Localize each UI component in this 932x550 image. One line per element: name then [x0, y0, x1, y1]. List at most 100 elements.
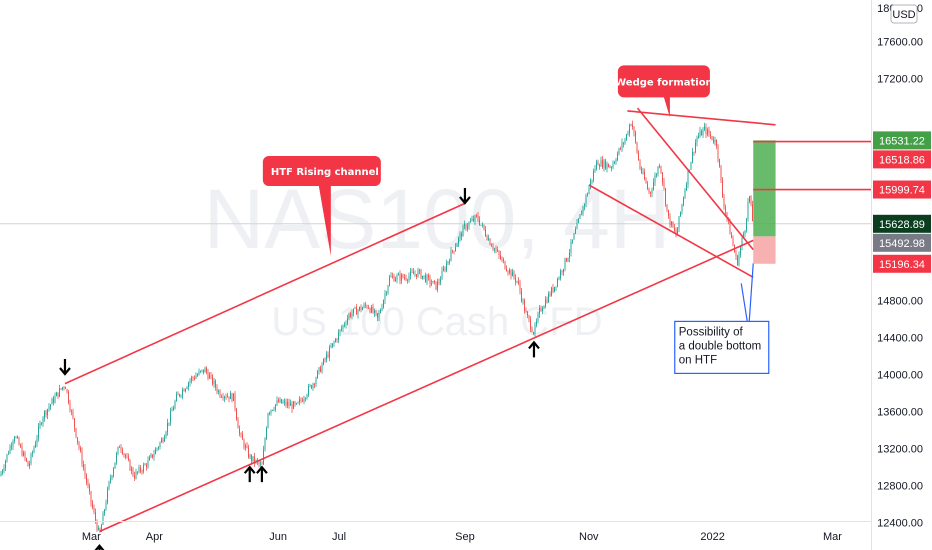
price-label-box	[873, 150, 931, 169]
candle-body	[381, 307, 383, 311]
candle-body	[414, 274, 416, 276]
arrow-up-icon	[94, 544, 105, 550]
candle-body	[203, 369, 204, 373]
candle-body	[108, 481, 110, 489]
candle-body	[567, 258, 569, 262]
candle-body	[71, 410, 72, 412]
candle-body	[116, 453, 117, 463]
candle-body	[267, 413, 269, 428]
candle-body	[662, 172, 663, 183]
candle-body	[455, 247, 456, 252]
candle-body	[3, 467, 5, 471]
candle-body	[527, 312, 528, 316]
candle-body	[576, 222, 578, 230]
candle-body	[557, 279, 558, 287]
candle-body	[192, 377, 194, 379]
currency-badge[interactable]: USD	[890, 4, 918, 24]
candle-body	[488, 238, 489, 240]
candle-body	[363, 304, 365, 308]
x-tick-label: Mar	[823, 531, 842, 543]
arrow-up-icon	[528, 340, 540, 358]
candle-body	[522, 300, 524, 302]
long-position-tool[interactable]	[753, 140, 776, 264]
x-tick-label: Nov	[579, 531, 599, 543]
candle-body	[359, 306, 360, 311]
candle-body	[273, 409, 275, 411]
candle-body	[345, 323, 347, 325]
candle-body	[86, 475, 87, 483]
channel-lines[interactable]	[64, 107, 871, 533]
candle-body	[699, 130, 701, 137]
candle-body	[102, 513, 104, 525]
annotations[interactable]: HTF Rising channel Wedge formation Possibi…	[262, 65, 770, 374]
candle-body	[465, 224, 467, 229]
candle-body	[327, 354, 329, 358]
candle-body	[459, 233, 461, 238]
candle-body	[407, 279, 408, 281]
candle-body	[276, 400, 278, 405]
candle-body	[464, 224, 465, 227]
trend-line	[99, 239, 754, 533]
candle-body	[674, 227, 675, 231]
candle-body	[444, 268, 446, 271]
candle-body	[269, 412, 270, 414]
candle-body	[198, 371, 200, 375]
candle-body	[93, 507, 95, 513]
candle-body	[299, 399, 300, 402]
candle-body	[213, 380, 215, 385]
price-axis[interactable]: 12400.00 12800.00 13200.00 13600.00 14000.00…	[871, 0, 924, 550]
x-tick-label: Sep	[455, 531, 475, 543]
candle-body	[582, 206, 584, 215]
candle-body	[323, 358, 324, 365]
candle-body	[188, 382, 189, 388]
candle-body	[564, 258, 566, 270]
candle-body	[302, 400, 303, 402]
y-tick-label: 17600.00	[877, 37, 923, 49]
candle-body	[248, 447, 249, 458]
candle-body	[473, 218, 474, 221]
candle-body	[600, 160, 602, 167]
candle-body	[371, 306, 372, 313]
candle-body	[21, 446, 23, 456]
candle-body	[549, 293, 551, 296]
candle-body	[129, 459, 131, 471]
candle-body	[357, 310, 359, 315]
candle-body	[593, 171, 594, 180]
candle-body	[221, 396, 222, 398]
candle-body	[476, 215, 477, 217]
candle-body	[225, 396, 227, 398]
candle-body	[5, 460, 6, 468]
candle-body	[239, 428, 240, 434]
candle-body	[698, 136, 699, 139]
candle-body	[87, 482, 89, 487]
candle-body	[429, 277, 431, 284]
candle-body	[570, 241, 572, 253]
candle-body	[11, 446, 12, 448]
candle-body	[293, 401, 294, 409]
candle-body	[401, 274, 402, 281]
candle-body	[396, 275, 398, 280]
candle-body	[531, 328, 533, 333]
candle-body	[729, 221, 731, 235]
candle-body	[485, 229, 486, 236]
currency-label: USD	[892, 9, 915, 21]
candle-body	[651, 189, 653, 194]
candle-body	[216, 387, 218, 392]
candle-body	[168, 422, 170, 424]
candle-body	[57, 392, 59, 397]
candle-body	[317, 371, 318, 379]
candle-body	[365, 304, 366, 306]
candle-body	[378, 312, 380, 318]
candle-body	[560, 271, 561, 278]
candle-body	[741, 238, 743, 247]
candle-body	[398, 274, 399, 276]
candle-body	[740, 246, 741, 255]
candle-body	[69, 402, 71, 411]
time-axis[interactable]: Mar Apr Jun Jul Sep Nov 2022 Mar	[0, 521, 871, 544]
candle-body	[431, 283, 432, 285]
candle-body	[158, 447, 159, 449]
candle-body	[60, 388, 62, 390]
candle-body	[56, 392, 57, 397]
x-tick-label: Apr	[146, 531, 163, 543]
